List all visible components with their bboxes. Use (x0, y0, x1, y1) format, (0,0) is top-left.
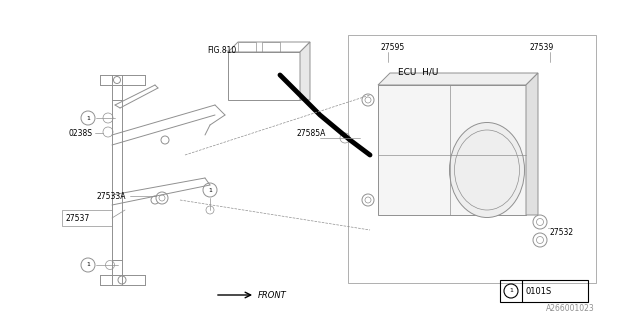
Text: 0101S: 0101S (526, 286, 552, 295)
Circle shape (103, 113, 113, 123)
Polygon shape (526, 73, 538, 215)
Circle shape (156, 192, 168, 204)
Circle shape (536, 219, 543, 226)
Polygon shape (300, 42, 310, 100)
Bar (228, 52, 300, 100)
Bar (238, 42, 256, 52)
Text: 1: 1 (509, 289, 513, 293)
Circle shape (536, 236, 543, 244)
Circle shape (81, 258, 95, 272)
Bar (378, 85, 526, 215)
Text: 1: 1 (208, 188, 212, 193)
Polygon shape (378, 73, 538, 85)
Circle shape (159, 195, 165, 201)
Bar (262, 42, 280, 52)
Circle shape (206, 206, 214, 214)
Text: 27585A: 27585A (296, 129, 325, 138)
Text: A266001023: A266001023 (547, 304, 595, 313)
Circle shape (340, 133, 350, 143)
Circle shape (103, 127, 113, 137)
Circle shape (106, 260, 115, 269)
Circle shape (203, 183, 217, 197)
Circle shape (151, 196, 159, 204)
Text: 27595: 27595 (380, 43, 404, 52)
Bar (62, 210, 112, 226)
Circle shape (533, 215, 547, 229)
Bar (348, 35, 596, 283)
Text: 1: 1 (86, 262, 90, 268)
Circle shape (365, 197, 371, 203)
Bar (500, 280, 588, 302)
Circle shape (504, 284, 518, 298)
Text: 0238S: 0238S (68, 129, 92, 138)
Circle shape (161, 136, 169, 144)
Circle shape (362, 194, 374, 206)
Circle shape (533, 233, 547, 247)
Circle shape (362, 94, 374, 106)
Text: 27539: 27539 (530, 43, 554, 52)
Text: 1: 1 (86, 116, 90, 121)
Text: 27532: 27532 (550, 228, 574, 236)
Circle shape (113, 76, 120, 84)
Text: FRONT: FRONT (258, 291, 287, 300)
Ellipse shape (449, 123, 525, 218)
Text: ECU  H/U: ECU H/U (398, 68, 438, 76)
Text: 27533A: 27533A (96, 191, 125, 201)
Text: 27537: 27537 (65, 213, 89, 222)
Circle shape (118, 276, 126, 284)
Text: FIG.810: FIG.810 (207, 45, 236, 54)
Circle shape (365, 97, 371, 103)
Circle shape (81, 111, 95, 125)
